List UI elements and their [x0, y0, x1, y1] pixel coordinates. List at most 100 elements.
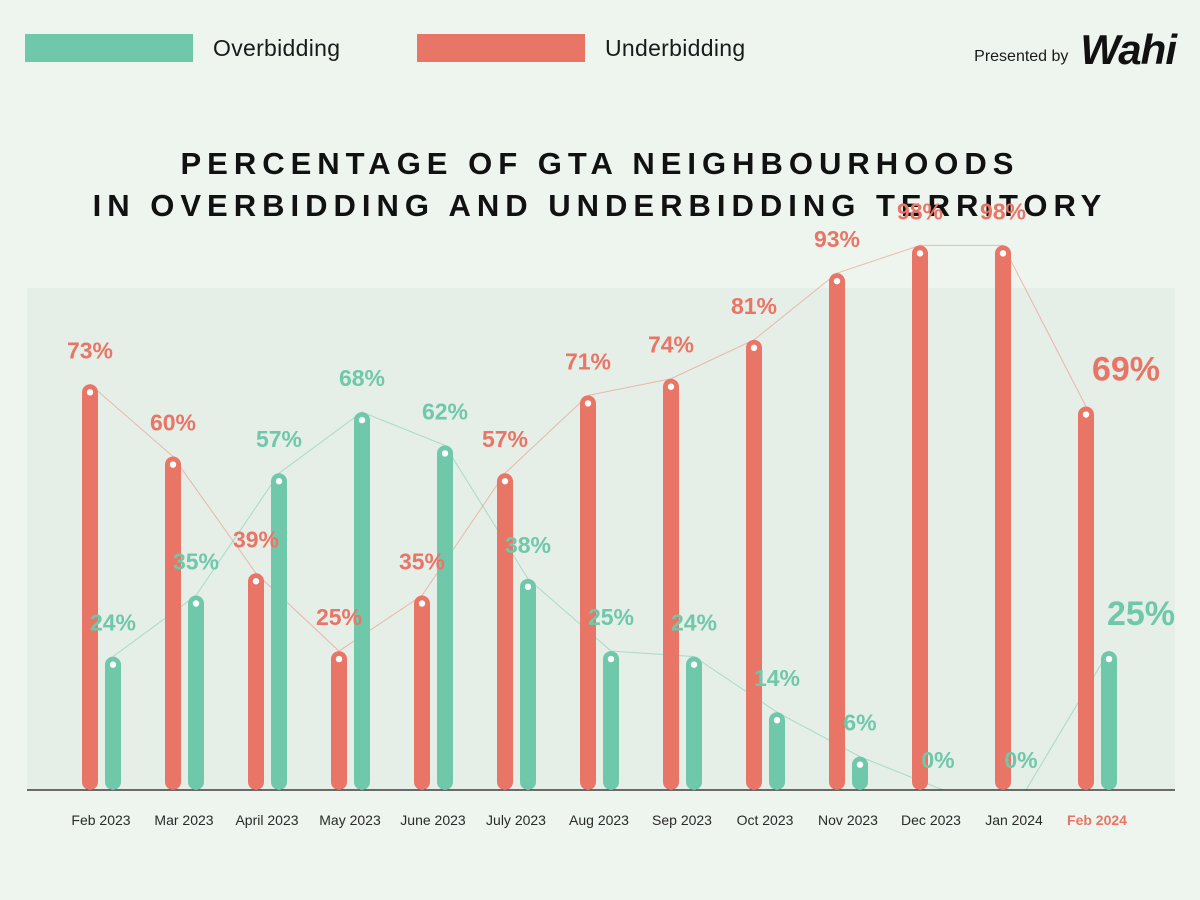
underbidding-bar — [82, 384, 98, 790]
overbidding-value-label: 57% — [256, 426, 302, 452]
overbidding-bar — [852, 756, 868, 790]
overbidding-bar-marker — [192, 600, 200, 607]
underbidding-bar-marker — [1082, 411, 1090, 418]
underbidding-bar-marker — [584, 400, 592, 407]
underbidding-bar — [746, 339, 762, 790]
underbidding-value-label: 74% — [648, 332, 694, 358]
underbidding-bar — [497, 473, 513, 790]
legend-underbidding: Underbidding — [417, 33, 745, 63]
underbidding-value-label: 25% — [316, 604, 362, 630]
x-tick-label: June 2023 — [400, 812, 466, 828]
underbidding-value-label: 60% — [150, 410, 196, 436]
overbidding-value-label: 24% — [671, 610, 717, 636]
legend-underbidding-label: Underbidding — [605, 34, 746, 61]
overbidding-bar — [105, 656, 121, 790]
underbidding-bar-marker — [916, 250, 924, 257]
x-tick-label: Nov 2023 — [818, 812, 878, 828]
overbidding-bar-marker — [109, 661, 117, 668]
overbidding-bar-marker — [856, 761, 864, 768]
underbidding-bar — [1078, 406, 1094, 790]
underbidding-bar — [165, 456, 181, 790]
x-tick-label: May 2023 — [319, 812, 381, 828]
legend-overbidding-swatch — [25, 34, 193, 62]
x-tick-label: Feb 2023 — [71, 812, 130, 828]
overbidding-bar-marker — [358, 416, 366, 424]
legend-underbidding-swatch — [417, 34, 585, 62]
underbidding-bar-marker — [750, 344, 758, 352]
overbidding-bar-marker — [773, 716, 781, 724]
legend-overbidding-label: Overbidding — [213, 34, 341, 61]
x-tick-label: Aug 2023 — [569, 812, 629, 828]
underbidding-bar — [414, 595, 430, 790]
overbidding-bar-marker — [1105, 655, 1113, 663]
overbidding-bar — [603, 651, 619, 790]
underbidding-bar — [331, 651, 347, 790]
presented-by-text: Presented by — [974, 48, 1069, 65]
underbidding-value-label: 57% — [482, 426, 528, 452]
underbidding-bar — [580, 395, 596, 790]
underbidding-bar — [663, 378, 679, 790]
underbidding-bar-marker — [169, 461, 177, 468]
x-tick-label: Dec 2023 — [901, 812, 961, 828]
brand-block: Presented by Wahi — [974, 26, 1177, 74]
overbidding-bar — [354, 412, 370, 790]
x-tick-label: April 2023 — [235, 812, 298, 828]
overbidding-bar — [686, 656, 702, 790]
chart-title-line-1: PERCENTAGE OF GTA NEIGHBOURHOODS — [180, 146, 1020, 181]
overbidding-value-label: 68% — [339, 365, 385, 391]
underbidding-value-label: 35% — [399, 548, 445, 574]
underbidding-bar — [995, 245, 1011, 791]
overbidding-value-label: 25% — [1107, 595, 1175, 633]
overbidding-value-label: 6% — [843, 710, 876, 736]
underbidding-bar — [912, 245, 928, 791]
overbidding-value-label: 38% — [505, 532, 551, 558]
overbidding-value-label: 0% — [1004, 747, 1037, 773]
legend-overbidding: Overbidding — [25, 33, 340, 63]
x-tick-label: Feb 2024 — [1067, 812, 1127, 828]
chart-title-line-2: IN OVERBIDDING AND UNDERBIDDING TERRITOR… — [92, 188, 1108, 223]
underbidding-bar — [829, 273, 845, 791]
underbidding-bar-marker — [501, 478, 509, 485]
underbidding-value-label: 93% — [814, 226, 860, 252]
underbidding-value-label: 98% — [980, 198, 1026, 224]
underbidding-bar — [248, 573, 264, 790]
x-tick-label: Sep 2023 — [652, 812, 712, 828]
underbidding-bar-marker — [335, 655, 343, 663]
underbidding-value-label: 81% — [731, 293, 777, 319]
underbidding-bar-marker — [252, 578, 260, 585]
chart-title: PERCENTAGE OF GTA NEIGHBOURHOODS IN OVER… — [0, 143, 1200, 227]
overbidding-bar-marker — [441, 450, 449, 457]
overbidding-bar — [769, 712, 785, 790]
overbidding-bar — [1101, 651, 1117, 790]
overbidding-bar — [520, 578, 536, 790]
x-tick-label: Mar 2023 — [154, 812, 213, 828]
overbidding-value-label: 35% — [173, 548, 219, 574]
x-tick-label: Oct 2023 — [737, 812, 794, 828]
plot-background — [27, 288, 1175, 790]
underbidding-value-label: 98% — [897, 198, 943, 224]
underbidding-bar-marker — [833, 277, 841, 285]
underbidding-bar-marker — [86, 389, 94, 396]
overbidding-bar — [188, 595, 204, 790]
overbidding-bar-marker — [690, 661, 698, 668]
underbidding-value-label: 73% — [67, 337, 113, 363]
overbidding-bar-marker — [607, 655, 615, 663]
wahi-logo: Wahi — [1080, 26, 1177, 73]
overbidding-bar — [437, 445, 453, 790]
overbidding-value-label: 62% — [422, 398, 468, 424]
x-tick-label: July 2023 — [486, 812, 546, 828]
underbidding-bar-marker — [999, 250, 1007, 257]
overbidding-bar-marker — [275, 478, 283, 485]
underbidding-bar-marker — [667, 383, 675, 390]
overbidding-value-label: 25% — [588, 604, 634, 630]
underbidding-value-label: 71% — [565, 348, 611, 374]
x-tick-label: Jan 2024 — [985, 812, 1043, 828]
overbidding-bar-marker — [524, 583, 532, 591]
underbidding-bar-marker — [418, 600, 426, 607]
underbidding-value-label: 69% — [1092, 351, 1160, 389]
overbidding-value-label: 14% — [754, 665, 800, 691]
underbidding-value-label: 39% — [233, 526, 279, 552]
overbidding-value-label: 0% — [921, 747, 954, 773]
overbidding-bar — [271, 473, 287, 790]
